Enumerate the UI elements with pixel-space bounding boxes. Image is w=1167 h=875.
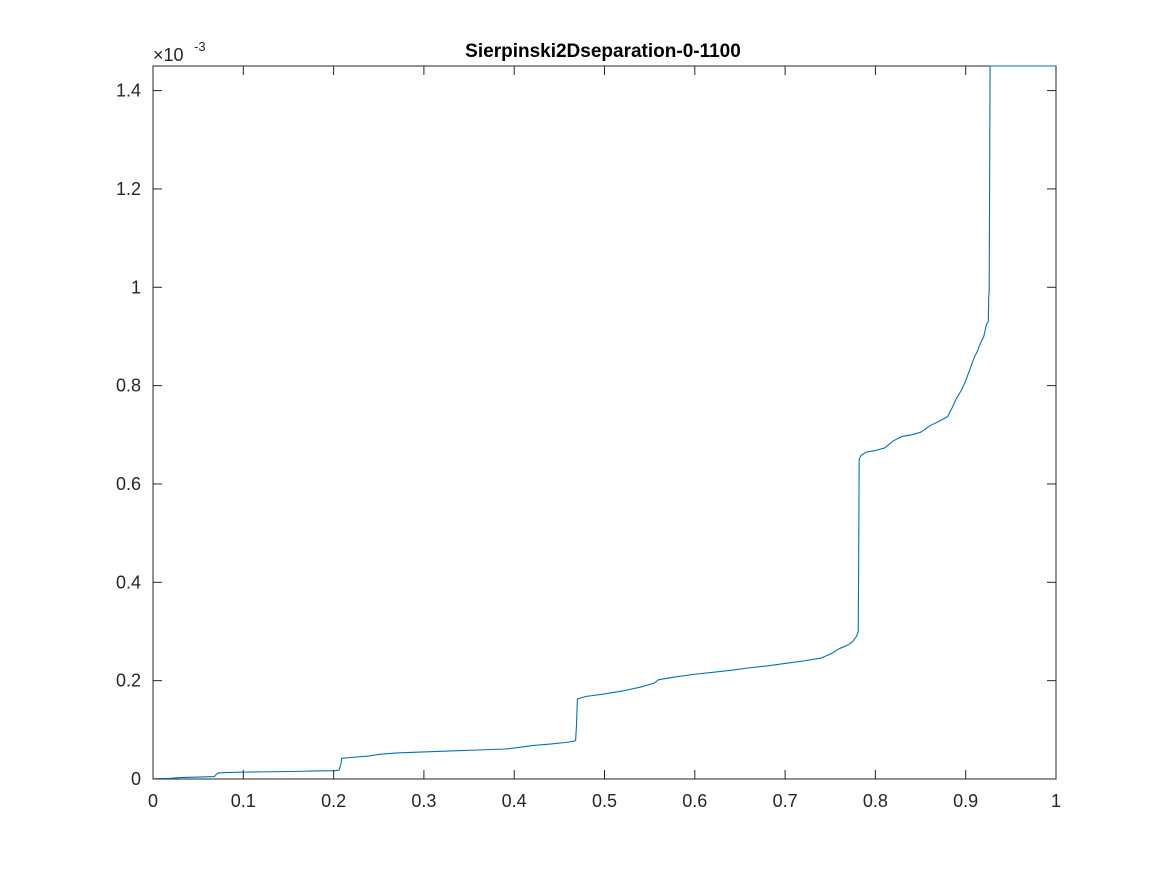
y-exponent-base: ×10 — [153, 45, 184, 65]
y-tick-label: 0.6 — [116, 474, 141, 494]
y-tick-label: 1.2 — [116, 179, 141, 199]
axes — [152, 65, 1057, 780]
x-tick-label: 0.8 — [863, 791, 888, 811]
x-tick-label: 0.1 — [231, 791, 256, 811]
x-tick-label: 1 — [1051, 791, 1061, 811]
axes-box — [152, 65, 1057, 780]
x-tick-label: 0.4 — [502, 791, 527, 811]
y-tick-label: 0.2 — [116, 671, 141, 691]
plot-area — [152, 65, 1056, 780]
y-tick-label: 1.4 — [116, 81, 141, 101]
y-tick-label: 1 — [131, 277, 141, 297]
y-tick-label: 0.4 — [116, 572, 141, 592]
x-tick-label: 0.3 — [411, 791, 436, 811]
y-tick-label: 0.8 — [116, 376, 141, 396]
x-tick-label: 0.5 — [592, 791, 617, 811]
x-tick-label: 0.2 — [321, 791, 346, 811]
y-exponent-power: -3 — [194, 39, 206, 54]
x-axis: 0 0.1 0.2 0.3 0.4 0.5 0.6 0.7 0.8 0.9 1 — [148, 66, 1061, 811]
x-tick-label: 0.9 — [953, 791, 978, 811]
series-line — [152, 65, 1056, 780]
x-tick-label: 0.7 — [773, 791, 798, 811]
x-tick-label: 0.6 — [682, 791, 707, 811]
chart-title: Sierpinski2Dseparation-0-1100 — [465, 41, 741, 62]
y-tick-label: 0 — [131, 769, 141, 789]
y-axis-exponent: ×10 -3 — [153, 39, 206, 65]
y-axis: 0 0.2 0.4 0.6 0.8 1 1.2 1.4 — [116, 81, 1056, 789]
x-tick-label: 0 — [148, 791, 158, 811]
